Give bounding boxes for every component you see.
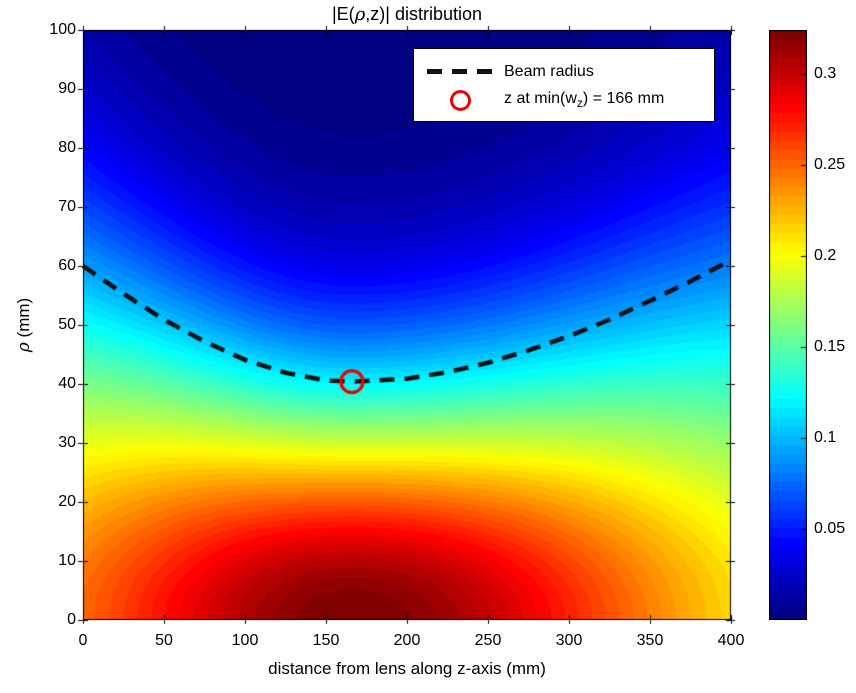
legend: Beam radius z at min(wz) = 166 mm bbox=[413, 48, 715, 122]
y-tick-label: 30 bbox=[58, 434, 76, 451]
colorbar-tick-label: 0.1 bbox=[814, 428, 837, 446]
colorbar-tick-label: 0.25 bbox=[814, 155, 846, 173]
colorbar-tick-label: 0.3 bbox=[814, 64, 837, 82]
x-tick-label: 100 bbox=[231, 632, 259, 649]
x-tick-label: 350 bbox=[636, 632, 664, 649]
x-tick-label: 0 bbox=[78, 632, 88, 649]
colorbar-tick-label: 0.05 bbox=[814, 519, 846, 537]
y-tick-label: 80 bbox=[58, 139, 76, 156]
dashed-line-icon bbox=[427, 69, 493, 74]
colorbar-canvas bbox=[769, 30, 807, 620]
y-tick-label: 70 bbox=[58, 198, 76, 215]
y-axis-label: ρ (mm) bbox=[14, 297, 34, 353]
y-tick-label: 100 bbox=[49, 21, 76, 38]
legend-label-waist-marker: z at min(wz) = 166 mm bbox=[504, 90, 665, 111]
y-tick-label: 0 bbox=[67, 611, 76, 628]
y-tick-label: 40 bbox=[58, 375, 76, 392]
x-tick-label: 50 bbox=[155, 632, 173, 649]
x-axis-label: distance from lens along z-axis (mm) bbox=[268, 659, 546, 678]
y-tick-label: 90 bbox=[58, 80, 76, 97]
legend-label-beam-radius: Beam radius bbox=[504, 62, 594, 80]
y-tick-label: 60 bbox=[58, 257, 76, 274]
x-tick-label: 200 bbox=[393, 632, 421, 649]
y-tick-label: 10 bbox=[58, 552, 76, 569]
x-tick-label: 250 bbox=[474, 632, 502, 649]
legend-item-waist-marker: z at min(wz) = 166 mm bbox=[426, 86, 704, 115]
x-tick-label: 300 bbox=[555, 632, 583, 649]
x-tick-label: 150 bbox=[312, 632, 340, 649]
y-tick-label: 50 bbox=[58, 316, 76, 333]
colorbar-tick-label: 0.2 bbox=[814, 246, 837, 264]
circle-marker-icon bbox=[449, 90, 471, 111]
y-tick-label: 20 bbox=[58, 493, 76, 510]
legend-item-beam-radius: Beam radius bbox=[426, 57, 704, 86]
dashed-line-sample bbox=[426, 69, 494, 74]
colorbar-tick-label: 0.15 bbox=[814, 337, 846, 355]
red-circle-sample bbox=[426, 90, 494, 111]
x-tick-label: 400 bbox=[717, 632, 745, 649]
